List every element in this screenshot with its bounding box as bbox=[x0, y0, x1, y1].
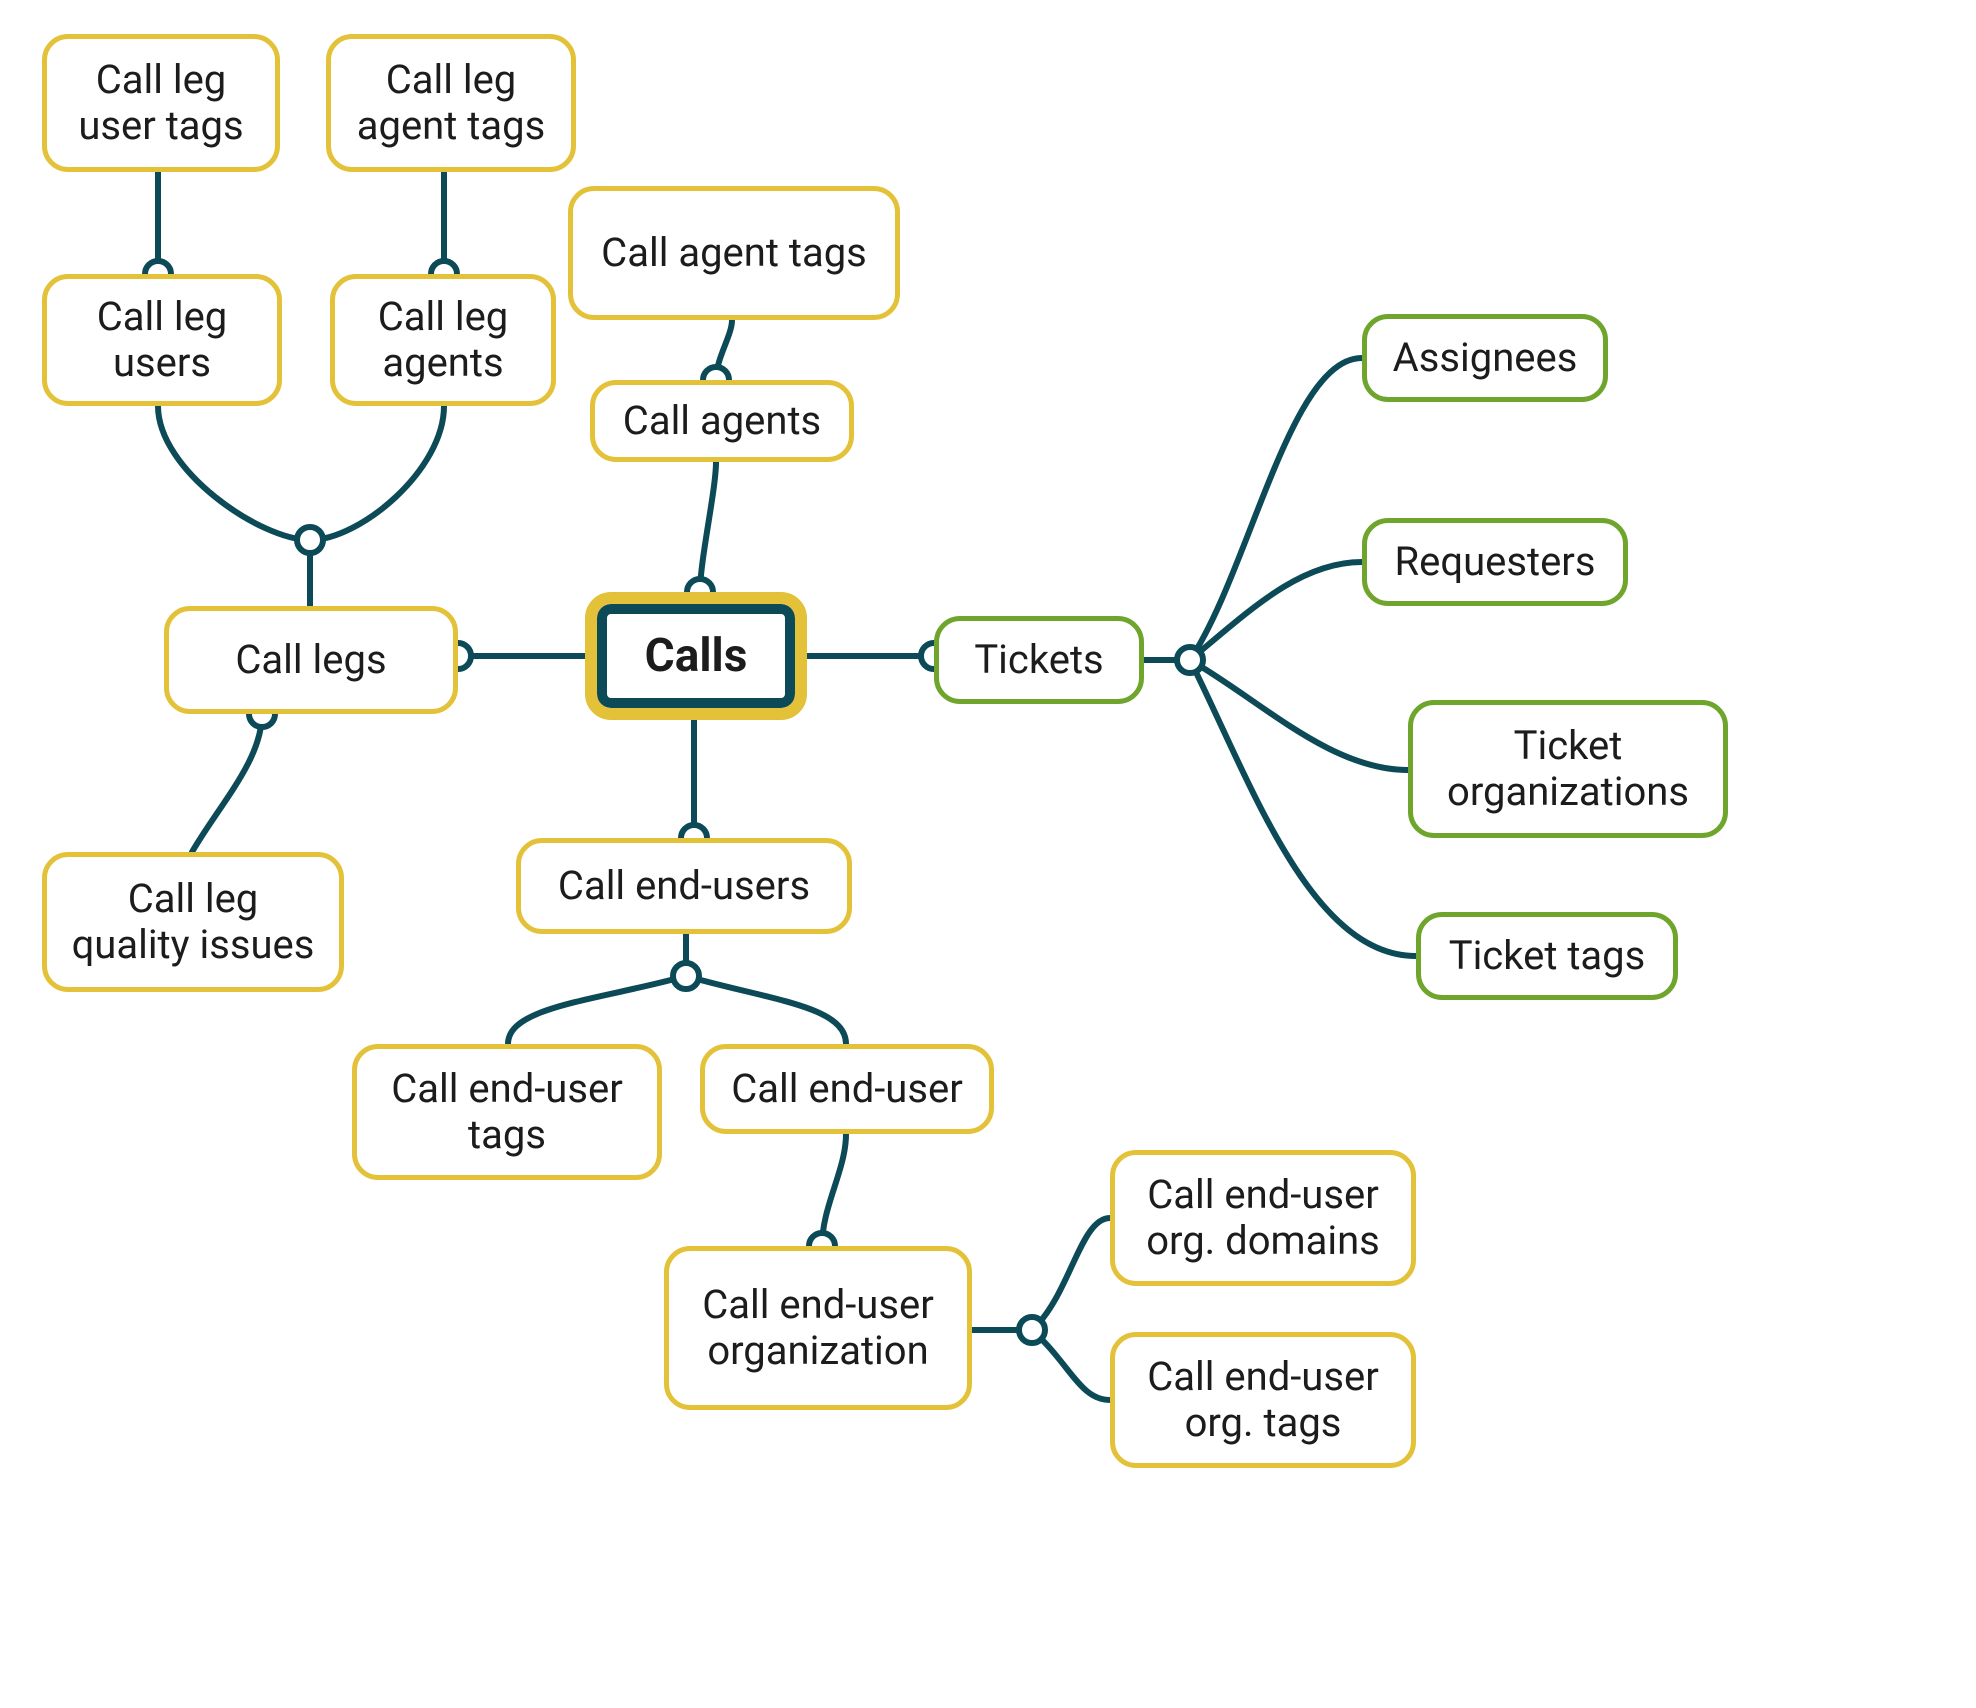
edge-endpoint bbox=[1019, 1317, 1045, 1343]
node-call_end_users: Call end-users bbox=[516, 838, 852, 934]
edge bbox=[700, 462, 716, 592]
node-ticket_orgs: Ticket organizations bbox=[1408, 700, 1728, 838]
node-call_agents: Call agents bbox=[590, 380, 854, 462]
node-calls: Calls bbox=[585, 592, 807, 720]
node-label: Call leg quality issues bbox=[65, 876, 321, 968]
node-label: Call leg users bbox=[65, 294, 259, 386]
edge bbox=[1032, 1330, 1110, 1400]
node-call_agent_tags: Call agent tags bbox=[568, 186, 900, 320]
node-ce_user_org_dom: Call end-user org. domains bbox=[1110, 1150, 1416, 1286]
node-ce_user_tags: Call end-user tags bbox=[352, 1044, 662, 1180]
edge bbox=[1190, 660, 1416, 956]
node-cl_quality: Call leg quality issues bbox=[42, 852, 344, 992]
edge bbox=[158, 406, 310, 540]
node-ce_user_org_tags: Call end-user org. tags bbox=[1110, 1332, 1416, 1468]
node-label: Call leg user tags bbox=[65, 57, 257, 149]
edge bbox=[310, 406, 444, 540]
node-label: Call end-user org. tags bbox=[1133, 1354, 1393, 1446]
node-requesters: Requesters bbox=[1362, 518, 1628, 606]
node-cl_agents: Call leg agents bbox=[330, 274, 556, 406]
node-assignees: Assignees bbox=[1362, 314, 1608, 402]
node-cl_user_tags: Call leg user tags bbox=[42, 34, 280, 172]
edge bbox=[686, 976, 846, 1044]
calls-schema-diagram: Calls Call legs Tickets Call agents Call age… bbox=[0, 0, 1976, 1708]
edge-endpoint bbox=[673, 963, 699, 989]
edge bbox=[192, 714, 262, 852]
node-ce_user: Call end-user bbox=[700, 1044, 994, 1134]
node-label: Ticket tags bbox=[1449, 933, 1646, 979]
node-label: Call end-user organization bbox=[687, 1282, 949, 1374]
node-cl_users: Call leg users bbox=[42, 274, 282, 406]
node-label: Assignees bbox=[1393, 335, 1578, 381]
node-label: Ticket organizations bbox=[1431, 723, 1705, 815]
node-label: Call end-user bbox=[731, 1066, 963, 1112]
edge bbox=[1190, 660, 1408, 770]
node-label: Call agents bbox=[623, 398, 821, 444]
edge bbox=[822, 1134, 846, 1246]
node-call_legs: Call legs bbox=[164, 606, 458, 714]
node-ticket_tags: Ticket tags bbox=[1416, 912, 1678, 1000]
node-label: Calls bbox=[645, 630, 748, 683]
node-label: Call end-users bbox=[558, 863, 810, 909]
node-label: Call agent tags bbox=[601, 230, 867, 276]
edge bbox=[716, 320, 732, 380]
node-label: Requesters bbox=[1395, 539, 1596, 585]
edge bbox=[1190, 562, 1362, 660]
node-label: Call leg agent tags bbox=[349, 57, 553, 149]
edge bbox=[1190, 358, 1362, 660]
node-label: Tickets bbox=[974, 637, 1103, 683]
node-label: Call end-user tags bbox=[375, 1066, 639, 1158]
edge bbox=[508, 976, 686, 1044]
node-tickets: Tickets bbox=[934, 616, 1144, 704]
edge bbox=[1032, 1218, 1110, 1330]
node-ce_user_org: Call end-user organization bbox=[664, 1246, 972, 1410]
node-label: Call end-user org. domains bbox=[1133, 1172, 1393, 1264]
node-label: Call legs bbox=[235, 637, 386, 683]
edge-endpoint bbox=[297, 527, 323, 553]
node-cl_agent_tags: Call leg agent tags bbox=[326, 34, 576, 172]
edge-endpoint bbox=[1177, 647, 1203, 673]
node-label: Call leg agents bbox=[353, 294, 533, 386]
